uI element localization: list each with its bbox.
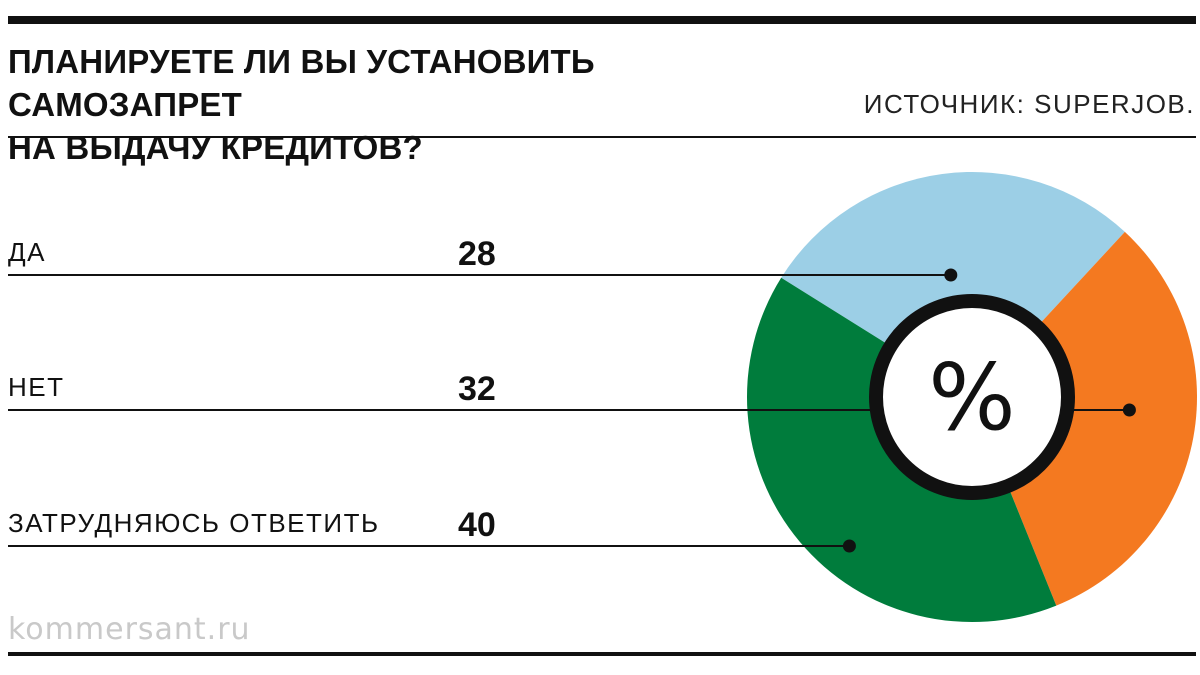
pie-slices <box>746 172 1198 623</box>
category-labels: ДА 28 НЕТ 32 ЗАТРУДНЯЮСЬ ОТВЕТИТЬ 40 <box>8 235 1136 553</box>
top-rule <box>8 16 1196 24</box>
percent-sign: % <box>928 344 1015 451</box>
bottom-rule <box>8 652 1196 656</box>
value-label-undecided: 40 <box>458 506 496 544</box>
value-label-no: 32 <box>458 370 496 408</box>
watermark: kommersant.ru <box>8 612 251 647</box>
leader-dot-yes <box>944 268 958 282</box>
chart-title-line-2: НА ВЫДАЧУ КРЕДИТОВ? <box>8 129 423 166</box>
category-label-undecided: ЗАТРУДНЯЮСЬ ОТВЕТИТЬ <box>8 508 380 538</box>
category-label-yes: ДА <box>8 237 46 267</box>
pie-center: % <box>869 294 1075 500</box>
leader-dot-undecided <box>842 539 856 553</box>
center-ring <box>869 294 1075 500</box>
header-divider <box>8 136 1196 138</box>
pie-slice-yes <box>781 172 1125 397</box>
chart-title: ПЛАНИРУЕТЕ ЛИ ВЫ УСТАНОВИТЬ САМОЗАПРЕТ Н… <box>8 40 828 169</box>
category-label-no: НЕТ <box>8 372 65 402</box>
source-note: ИСТОЧНИК: SUPERJOB. <box>863 89 1195 119</box>
value-label-yes: 28 <box>458 235 496 273</box>
leader-dot-no <box>1122 403 1136 417</box>
chart-title-line-1: ПЛАНИРУЕТЕ ЛИ ВЫ УСТАНОВИТЬ САМОЗАПРЕТ <box>8 43 595 123</box>
pie-slice-no <box>972 231 1198 606</box>
